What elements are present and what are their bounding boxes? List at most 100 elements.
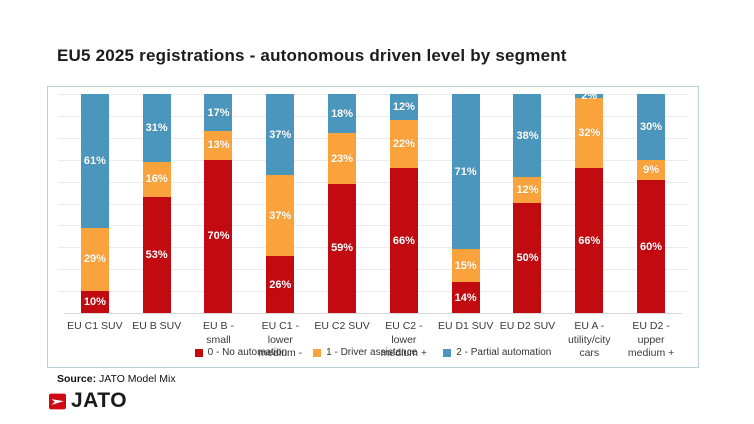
stacked-bar: 71% 15% 14% [451,94,480,313]
bar-segment: 29% [80,227,109,292]
segment-value-label: 50% [516,252,539,265]
bar-segment: 16% [142,161,171,197]
bar-segment: 14% [451,282,480,313]
segment-value-label: 60% [640,240,663,253]
bar-segment: 23% [328,133,357,184]
gridline [58,115,688,117]
segment-value-label: 31% [145,121,168,134]
legend-label: 1 - Driver assistance [326,347,418,358]
x-axis-label: EU C1 - lower medium - [258,320,303,360]
segment-value-label: 38% [516,129,539,142]
bar-segment: 2% [575,90,604,102]
gridline [58,225,688,227]
segment-value-label: 26% [269,278,292,291]
bar-segment: 38% [513,94,542,178]
stacked-bar: 18% 23% 59% [328,94,357,313]
bar-segment: 26% [266,256,295,313]
legend-swatch-icon [194,348,203,357]
x-axis-label: EU A - utility/city cars [567,320,611,360]
bar-segment: 66% [389,168,418,313]
bar-segment: 17% [204,94,233,132]
bar-segment: 61% [80,94,109,228]
bar-column: 30% 9% 60% [620,94,682,313]
bar-segment: 60% [637,180,666,313]
segment-value-label: 9% [643,164,660,177]
segment-value-label: 66% [578,234,601,247]
segment-value-label: 59% [331,242,354,255]
segment-value-label: 13% [207,139,230,152]
legend: 0 - No automation 1 - Driver assistance 2 … [48,347,698,358]
bar-column: 31% 16% 53% [126,94,188,313]
x-axis-label: EU D2 SUV [499,320,556,332]
bar-segment: 30% [637,94,666,161]
legend-item: 2 - Partial automation [443,347,551,358]
bar-column: 38% 12% 50% [497,94,559,313]
legend-item: 1 - Driver assistance [313,347,417,358]
bar-segment: 18% [328,94,357,134]
bar-segment: 37% [266,175,295,257]
legend-label: 0 - No automation [207,347,288,358]
gridline [58,181,688,183]
stacked-bar: 12% 22% 66% [389,94,418,313]
bar-segment: 53% [142,196,171,313]
gridline [58,203,688,205]
bar-segment: 15% [451,249,480,283]
x-axis-label: EU B - small [203,320,234,346]
segment-value-label: 30% [640,121,663,134]
segment-value-label: 23% [331,152,354,165]
gridline [58,269,688,271]
bar-segment: 50% [513,203,542,313]
segment-value-label: 61% [83,154,106,167]
jato-logo: JATO [48,389,127,413]
segment-value-label: 12% [392,101,415,114]
bar-segment: 13% [204,131,233,160]
bars-row: 61% 29% 10% 31% 16% 53% 17% 13% 70% 37% 37% 26% 18% 2… [64,90,682,313]
x-axis-label: EU C2 SUV [314,320,370,332]
bar-column: 37% 37% 26% [249,94,311,313]
segment-value-label: 66% [392,234,415,247]
x-axis-label: EU C1 SUV [67,320,123,332]
gridline [58,94,688,95]
bar-segment: 12% [513,177,542,204]
gridline [58,159,688,161]
bar-segment: 37% [266,94,295,176]
x-axis-label: EU C2 - lower medium + [380,320,428,360]
bar-segment: 31% [142,94,171,162]
x-axis-label: EU B SUV [132,320,182,332]
chart-area: 61% 29% 10% 31% 16% 53% 17% 13% 70% 37% 37% 26% 18% 2… [47,86,699,368]
stacked-bar: 37% 37% 26% [266,94,295,313]
bar-segment: 71% [451,94,480,250]
bar-column: 71% 15% 14% [435,94,497,313]
segment-value-label: 37% [269,209,292,222]
segment-value-label: 16% [145,173,168,186]
bar-column: 61% 29% 10% [64,94,126,313]
segment-value-label: 32% [578,127,601,140]
bar-column: 17% 13% 70% [188,94,250,313]
bar-segment: 66% [575,168,604,313]
gridline [58,137,688,139]
jato-logo-text: JATO [71,389,128,412]
chart-title: EU5 2025 registrations - autonomous driv… [57,46,567,65]
source-label: Source: [57,373,97,385]
stacked-bar: 30% 9% 60% [637,94,666,313]
stacked-bar: 17% 13% 70% [204,94,233,313]
segment-value-label: 53% [145,248,168,261]
bar-column: 18% 23% 59% [311,94,373,313]
legend-item: 0 - No automation [194,347,288,358]
bar-segment: 59% [328,183,357,313]
source-note: Source: JATO Model Mix [57,373,176,385]
segment-value-label: 15% [454,259,477,272]
segment-value-label: 2% [581,90,598,103]
gridline [58,247,688,249]
segment-value-label: 12% [516,184,539,197]
source-text: JATO Model Mix [96,373,176,385]
bar-segment: 12% [389,94,418,121]
legend-swatch-icon [443,348,452,357]
bar-segment: 32% [575,98,604,169]
segment-value-label: 70% [207,230,230,243]
segment-value-label: 37% [269,128,292,141]
x-axis-label: EU D1 SUV [437,320,494,332]
stacked-bar: 61% 29% 10% [80,94,109,313]
bar-segment: 70% [204,159,233,313]
